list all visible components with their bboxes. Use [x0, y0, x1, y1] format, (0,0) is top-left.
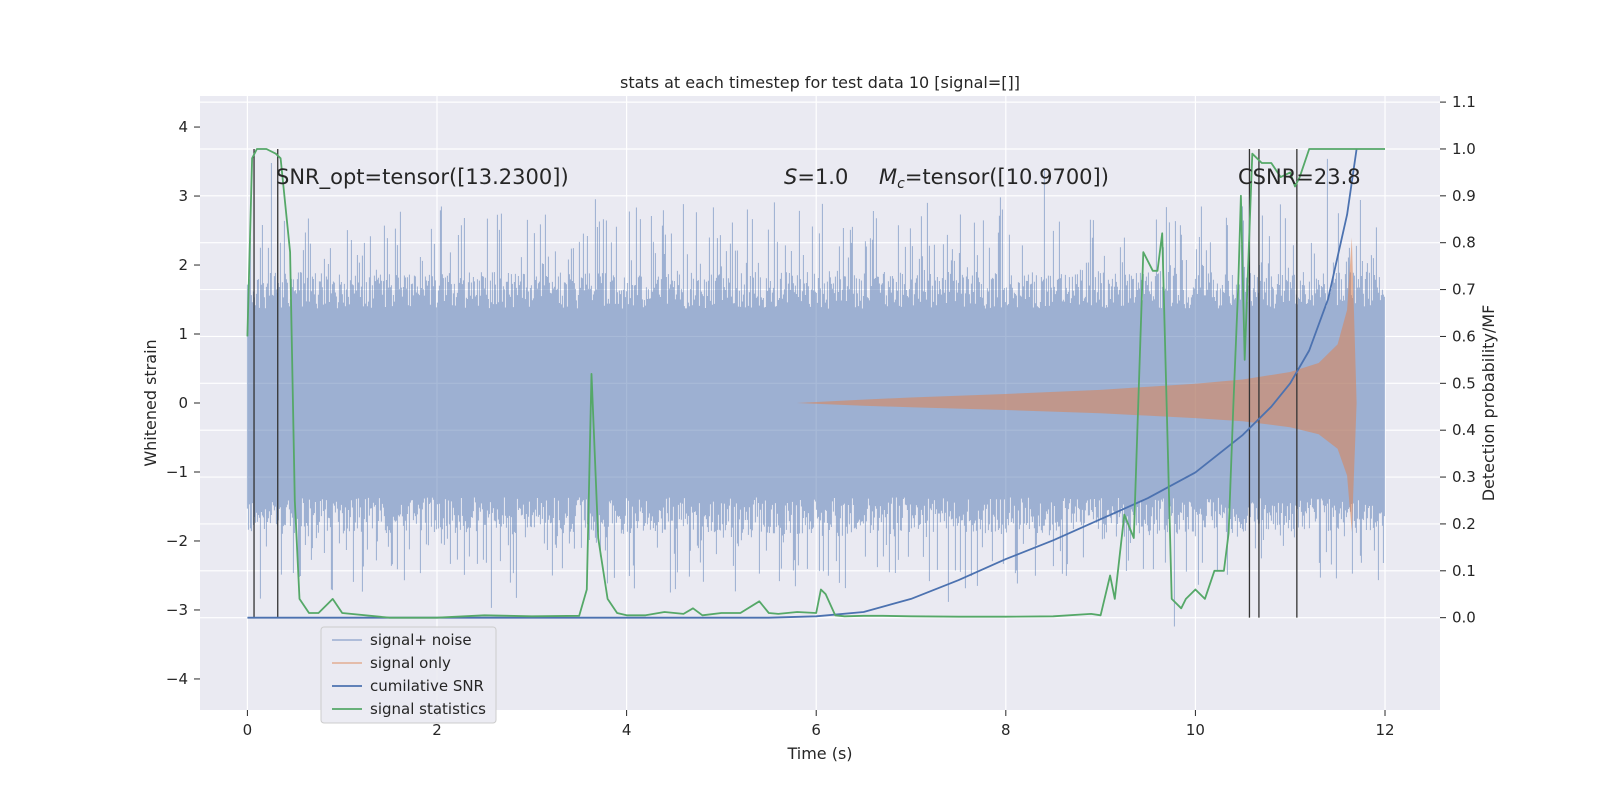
- x-tick-label: 2: [432, 721, 442, 739]
- y-right-tick-label: 0.4: [1452, 421, 1476, 439]
- annotation-mc-subscript: c: [897, 176, 905, 192]
- annotation-mc-symbol: M: [879, 165, 897, 189]
- y-tick-label: −3: [166, 601, 188, 619]
- y-right-tick-label: 1.0: [1452, 140, 1476, 158]
- chart-title: stats at each timestep for test data 10 …: [620, 73, 1020, 92]
- y-right-tick-label: 0.7: [1452, 281, 1476, 299]
- y-right-tick-label: 0.6: [1452, 327, 1476, 345]
- cumilative-snr-line: [247, 148, 1358, 619]
- annotation-mc: Mc=tensor([10.9700]): [879, 165, 1109, 192]
- annotation-mc-value: =tensor([10.9700]): [905, 165, 1109, 189]
- legend-label-signal-noise: signal+ noise: [370, 631, 472, 649]
- vertical-markers: [253, 148, 1298, 618]
- annotation-s: S=1.0: [784, 165, 848, 189]
- y-axis-label: Whitened strain: [141, 339, 160, 466]
- y-tick-label: 3: [178, 187, 188, 205]
- legend-box: [320, 626, 497, 724]
- series-cumilative-snr: [247, 148, 1358, 619]
- signal-only-envelope: [797, 237, 1357, 533]
- y-tick-label: −4: [166, 670, 188, 688]
- annotation-s-symbol: S: [784, 165, 797, 189]
- series-signal-statistics: [246, 148, 1385, 619]
- y-right-tick-label: 0.8: [1452, 234, 1476, 252]
- x-tick-label: 0: [243, 721, 253, 739]
- y-right-tick-label: 0.3: [1452, 468, 1476, 486]
- y-right-tick-label: 0.2: [1452, 515, 1476, 533]
- y-tick-label: −2: [166, 532, 188, 550]
- annotation-snr-opt: SNR_opt=tensor([13.2300]): [276, 165, 569, 190]
- y-right-tick-label: 0.9: [1452, 187, 1476, 205]
- y-axis-ticks: −4 −3 −2 −1 0 1 2 3 4: [166, 118, 200, 688]
- x-axis-label: Time (s): [786, 744, 852, 763]
- annotation-s-value: =1.0: [797, 165, 848, 189]
- x-tick-label: 12: [1375, 721, 1394, 739]
- x-tick-label: 4: [622, 721, 632, 739]
- series-signal-only: [797, 237, 1357, 533]
- y-tick-label: 0: [178, 394, 188, 412]
- legend: signal+ noise signal only cumilative SNR…: [320, 626, 497, 724]
- y-right-tick-label: 0.5: [1452, 374, 1476, 392]
- y-right-tick-label: 1.1: [1452, 93, 1476, 111]
- y-right-tick-label: 0.1: [1452, 562, 1476, 580]
- legend-label-cumilative-snr: cumilative SNR: [370, 677, 484, 695]
- x-tick-label: 8: [1001, 721, 1011, 739]
- x-axis-ticks: 0 2 4 6 8 10 12: [243, 710, 1395, 739]
- x-tick-label: 10: [1186, 721, 1205, 739]
- y-axis-right-ticks: 0.0 0.1 0.2 0.3 0.4 0.5 0.6 0.7 0.8 0.9 1.0 1.1: [1440, 93, 1476, 627]
- annotation-csnr: CSNR=23.8: [1238, 165, 1361, 189]
- y-tick-label: 1: [178, 325, 188, 343]
- y-tick-label: −1: [166, 463, 188, 481]
- y-right-tick-label: 0.0: [1452, 609, 1476, 627]
- signal-statistics-line: [246, 148, 1385, 619]
- y-axis-right-label: Detection probability/MF: [1479, 305, 1498, 502]
- y-tick-label: 4: [178, 118, 188, 136]
- y-tick-label: 2: [178, 256, 188, 274]
- legend-label-signal-statistics: signal statistics: [370, 700, 486, 718]
- legend-label-signal-only: signal only: [370, 654, 451, 672]
- x-tick-label: 6: [811, 721, 821, 739]
